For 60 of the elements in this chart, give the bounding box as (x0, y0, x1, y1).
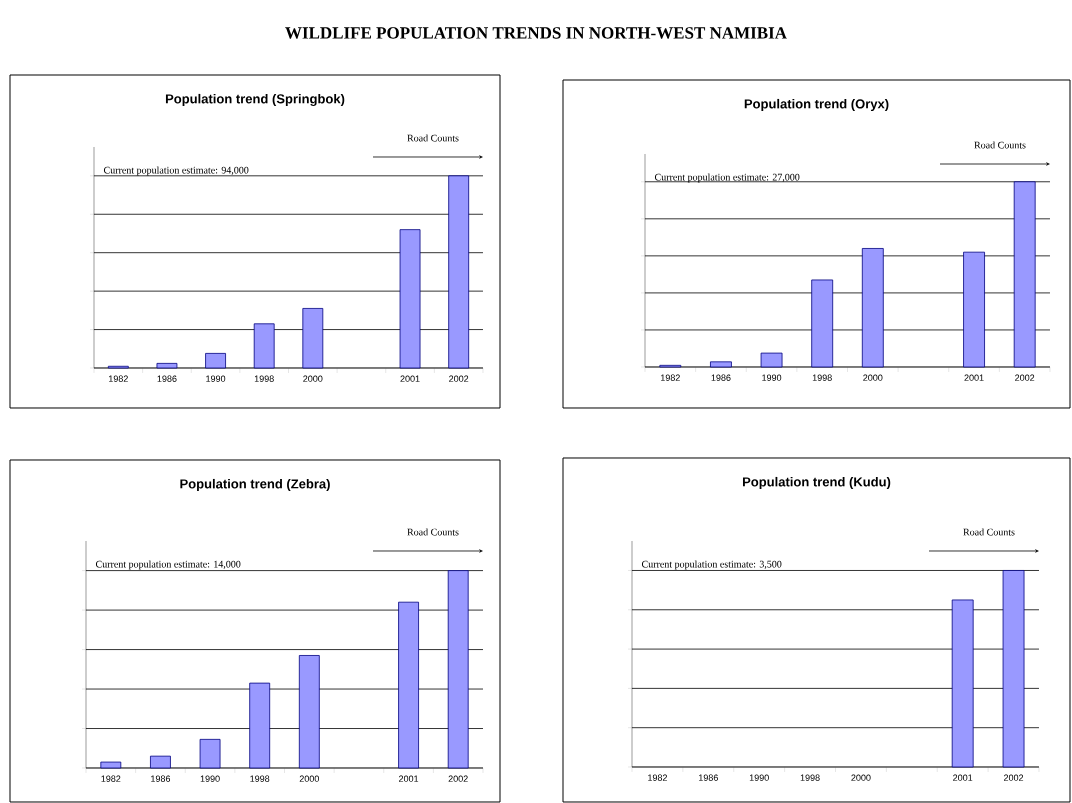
chart-title: Population trend (Kudu) (742, 476, 891, 490)
x-tick-label: 2000 (303, 375, 323, 382)
bar (448, 175, 470, 369)
x-tick-label: 2002 (448, 775, 468, 782)
bar (811, 279, 834, 368)
bar (205, 352, 226, 369)
annotation: Current population estimate: 27,000 (654, 173, 800, 183)
chart-title: Population trend (Springbok) (165, 93, 345, 107)
x-tick-label: 2002 (1004, 774, 1024, 781)
x-tick-label: 2000 (863, 374, 883, 381)
x-tick-label: 2001 (400, 375, 420, 382)
x-tick-label: 1990 (200, 775, 220, 782)
text: Road Counts (974, 141, 1026, 149)
bar (253, 323, 275, 369)
x-tick-label: 2001 (399, 775, 419, 782)
x-tick-label: 2002 (449, 375, 469, 382)
x-tick-label: 1998 (800, 774, 820, 781)
bar (199, 738, 221, 769)
bar (302, 308, 324, 369)
x-tick-label: 2000 (851, 774, 871, 781)
x-tick-label: 1998 (812, 374, 832, 381)
x-tick-label: 1982 (109, 375, 128, 382)
bar (963, 251, 985, 368)
chart-title: Population trend (Zebra) (180, 478, 330, 492)
x-tick-label: 1982 (648, 774, 667, 781)
bar (100, 761, 122, 769)
text: Current population estimate: 94,000 (103, 166, 249, 176)
bar (249, 682, 271, 769)
x-tick-label: 1986 (151, 775, 171, 782)
text: Road Counts (963, 528, 1015, 536)
bar (398, 601, 419, 769)
x-tick-label: 2002 (1015, 374, 1035, 381)
x-tick-label: 1986 (711, 374, 731, 381)
x-tick-label: 2000 (299, 775, 319, 782)
bar (150, 755, 171, 769)
text: WILDLIFE POPULATION TRENDS IN NORTH-WEST NAMIBIA (285, 27, 787, 39)
x-tick-label: 1986 (157, 375, 177, 382)
bar (156, 362, 178, 369)
bar (399, 229, 421, 369)
bar (298, 655, 320, 769)
text: Road Counts (407, 134, 459, 142)
bar (447, 570, 469, 769)
x-tick-label: 1990 (206, 375, 226, 382)
x-tick-label: 1986 (698, 774, 718, 781)
bar (760, 352, 783, 368)
x-tick-label: 1998 (254, 375, 274, 382)
x-tick-label: 1998 (250, 775, 270, 782)
text: Current population estimate: 14,000 (95, 560, 241, 570)
x-tick-label: 2001 (953, 774, 973, 781)
x-tick-label: 1982 (661, 374, 680, 381)
x-tick-label: 2001 (964, 374, 984, 381)
x-tick-label: 1982 (101, 775, 121, 782)
bar (861, 248, 884, 368)
text: Current population estimate: 3,500 (641, 560, 782, 570)
chart-title: Population trend (Oryx) (744, 98, 889, 112)
text: Road Counts (407, 528, 459, 536)
bar (710, 361, 732, 368)
x-tick-label: 1990 (749, 774, 769, 781)
x-tick-label: 1990 (762, 374, 782, 381)
bar (1013, 181, 1036, 368)
